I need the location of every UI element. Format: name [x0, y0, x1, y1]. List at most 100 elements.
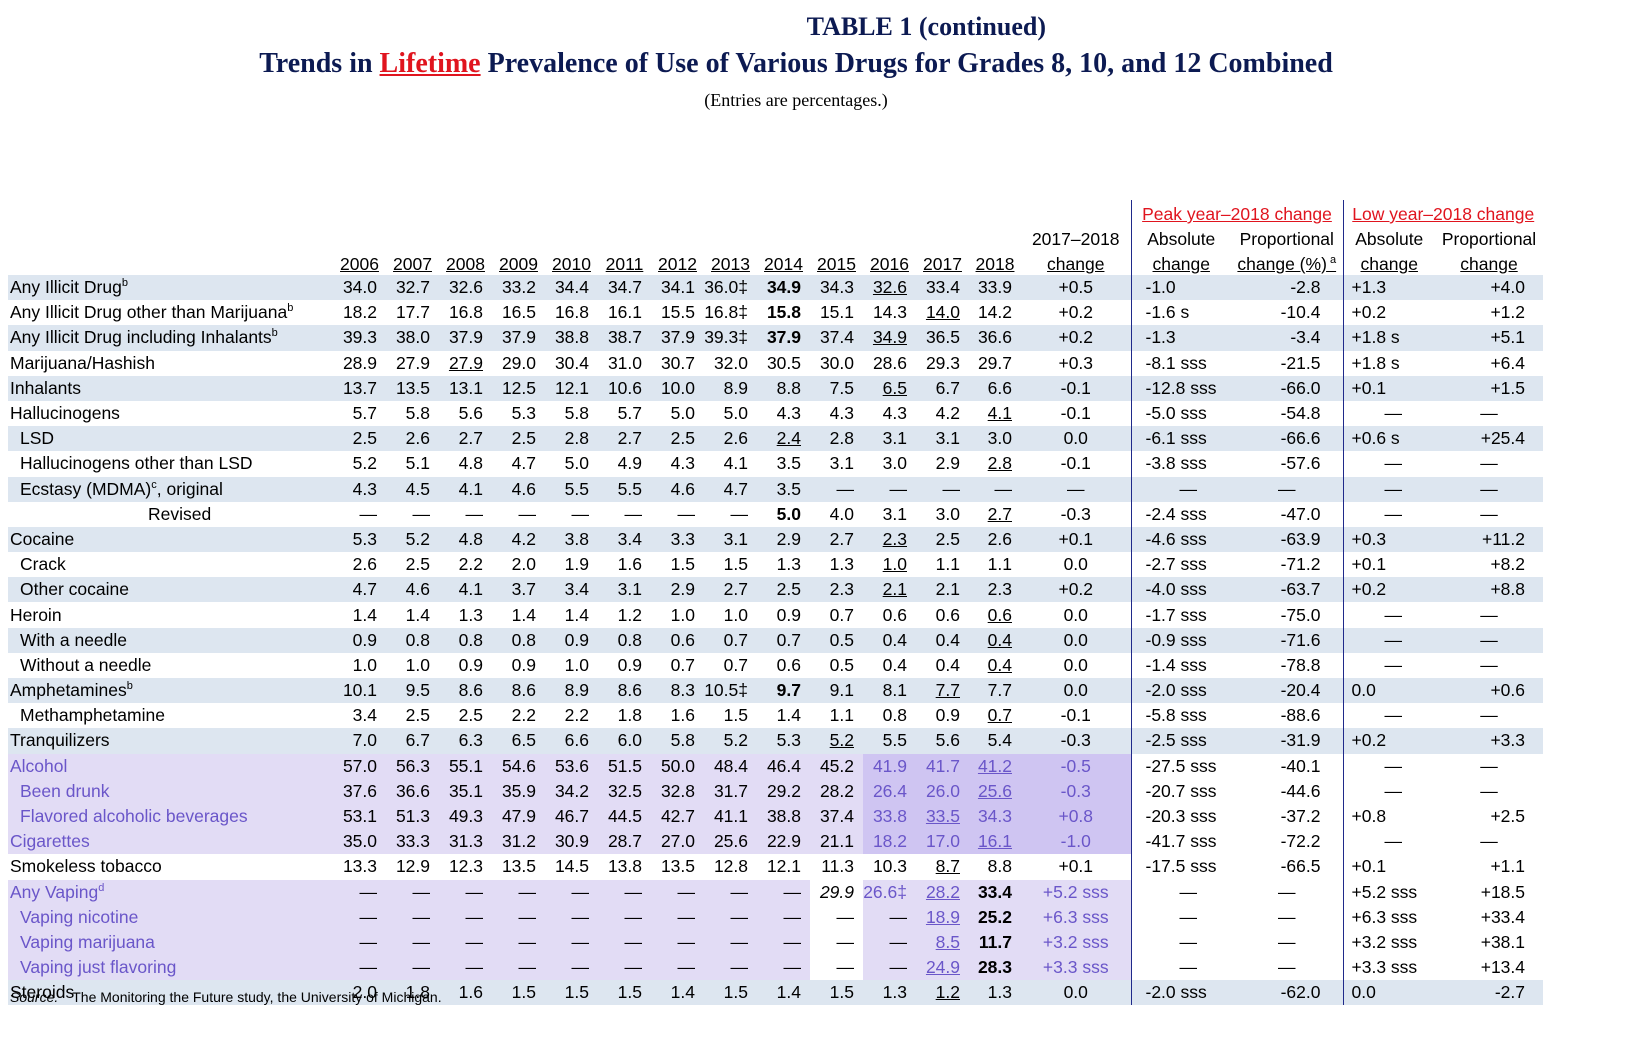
row-label: Smokeless tobacco: [10, 856, 162, 877]
low-proportional-change: +5.1: [1435, 325, 1543, 351]
low-absolute-change: —: [1342, 829, 1435, 855]
year-value: 37.6: [333, 778, 386, 804]
year-value: 0.7: [987, 705, 1012, 726]
table-row: Without a needle 1.0 1.0 0.9 0.9 1.0 0.9 0.7 0.7…: [8, 652, 1543, 678]
low-proportional-change: —: [1435, 627, 1543, 653]
year-value: —: [492, 879, 545, 905]
peak-absolute-change: -1.4 sss: [1130, 652, 1231, 678]
year-value: 1.3: [863, 980, 916, 1006]
row-label: Flavored alcoholic beverages: [8, 803, 333, 830]
year-value: 27.9: [448, 352, 483, 373]
year-value: 1.4: [776, 705, 801, 726]
change-2017-2018: +0.2: [1058, 302, 1094, 323]
low-absolute-change: +0.3: [1342, 526, 1435, 553]
year-value: 41.7: [916, 753, 969, 779]
year-header-2006: 2006: [340, 254, 379, 274]
low-absolute-change: +0.2: [1342, 300, 1435, 326]
change-2017-2018: +0.2: [1021, 325, 1131, 351]
peak-proportional-change: —: [1278, 906, 1296, 927]
year-value: 1.5: [723, 705, 748, 726]
year-value: 3.1: [916, 426, 969, 452]
table-row: Heroin 1.4 1.4 1.3 1.4 1.4 1.2 1.0 1.0 0.9 0.7 0.6 0…: [8, 602, 1543, 628]
peak-absolute-change: —: [1130, 904, 1231, 930]
low-absolute-change: +0.1: [1342, 375, 1435, 401]
year-value: 4.7: [704, 476, 757, 502]
year-value: —: [651, 904, 704, 930]
year-value: 4.8: [458, 453, 483, 474]
change-2017-2018: -0.5: [1021, 753, 1131, 779]
year-value: 36.0‡: [704, 275, 757, 301]
year-value: 2.2: [564, 705, 589, 726]
year-value: 32.6: [439, 275, 492, 301]
year-value: 2.7: [598, 426, 651, 452]
year-value: —: [333, 955, 386, 981]
peak-proportional-change: -37.2: [1280, 806, 1321, 827]
year-value: 1.4: [405, 604, 430, 625]
year-value: 6.6: [969, 375, 1021, 401]
year-value: 34.4: [545, 275, 598, 301]
year-value: 0.9: [511, 654, 536, 675]
row-label: Marijuana/Hashish: [10, 352, 155, 373]
year-value: —: [863, 929, 916, 956]
year-value: 27.9: [395, 352, 430, 373]
low-absolute-change: —: [1342, 778, 1435, 804]
year-value: 33.5: [916, 803, 969, 830]
low-absolute-change: —: [1342, 602, 1435, 628]
year-value: —: [624, 503, 643, 524]
year-header-2018: 2018: [975, 254, 1015, 274]
table-row: Other cocaine 4.7 4.6 4.1 3.7 3.4 3.1 2.9 2.7 2.5…: [8, 577, 1543, 603]
peak-proportional-change: -57.6: [1280, 453, 1321, 474]
year-value: —: [492, 904, 545, 930]
year-value: 6.5: [492, 728, 545, 754]
year-header-2007: 2007: [393, 254, 432, 274]
change-2017-2018: 0.0: [1063, 654, 1088, 675]
row-label: With a needle: [8, 627, 333, 653]
row-label: Alcohol: [8, 753, 333, 779]
year-value: 3.0: [882, 453, 907, 474]
year-value: 1.6: [617, 554, 642, 575]
year-value: 2.6: [704, 426, 757, 452]
row-label: Tranquilizers: [8, 728, 333, 754]
peak-absolute-change: -2.0 sss: [1130, 980, 1231, 1006]
year-value: 37.9: [439, 325, 492, 351]
year-value: 4.1: [439, 476, 492, 502]
prevalence-table: Peak year–2018 change Low year–2018 chan…: [8, 200, 1543, 1006]
year-value: 1.1: [935, 554, 960, 575]
year-value: 4.7: [511, 453, 536, 474]
year-value: —: [439, 879, 492, 905]
year-value: 16.5: [501, 302, 536, 323]
table-row: Been drunk 37.6 36.6 35.1 35.9 34.2 32.5 32.8 31…: [8, 778, 1543, 804]
peak-proportional-change: -63.7: [1231, 577, 1343, 603]
peak-absolute-change: -2.0 sss: [1130, 678, 1231, 704]
year-value: 38.8: [757, 803, 810, 830]
year-header-2010: 2010: [552, 254, 591, 274]
year-value: 5.8: [651, 728, 704, 754]
low-absolute-change: +0.2: [1342, 728, 1435, 754]
low-proportional-change: —: [1480, 604, 1498, 625]
year-value: 2.0: [333, 980, 386, 1006]
year-value: 8.6: [492, 678, 545, 704]
year-value: 12.9: [395, 856, 430, 877]
year-value: 2.7: [439, 426, 492, 452]
year-value: 0.7: [670, 654, 695, 675]
year-value: —: [439, 955, 492, 981]
year-value: —: [863, 904, 916, 930]
low-proportional-change: +4.0: [1435, 275, 1543, 301]
year-value: 28.9: [342, 352, 377, 373]
year-value: 4.1: [439, 577, 492, 603]
year-value: 7.7: [916, 678, 969, 704]
peak-absolute-change: -17.5 sss: [1130, 854, 1231, 880]
year-value: 15.8: [766, 302, 801, 323]
year-value: 0.8: [386, 627, 439, 653]
table-row: Vaping just flavoring — — — — — — — — — — —24.9 28.3…: [8, 955, 1543, 981]
year-value: 2.3: [863, 526, 916, 553]
year-value: 32.8: [651, 778, 704, 804]
low-proportional-change: +1.5: [1435, 375, 1543, 401]
year-value: 41.1: [704, 803, 757, 830]
year-value: 0.4: [863, 627, 916, 653]
year-value: 25.2: [969, 904, 1021, 930]
low-proportional-change: +1.2: [1490, 302, 1525, 323]
year-value: 11.3: [821, 856, 854, 877]
table-row: Ecstasy (MDMA)c, original 4.3 4.5 4.1 4.6 5.5…: [8, 476, 1543, 502]
year-value: 0.4: [882, 654, 907, 675]
